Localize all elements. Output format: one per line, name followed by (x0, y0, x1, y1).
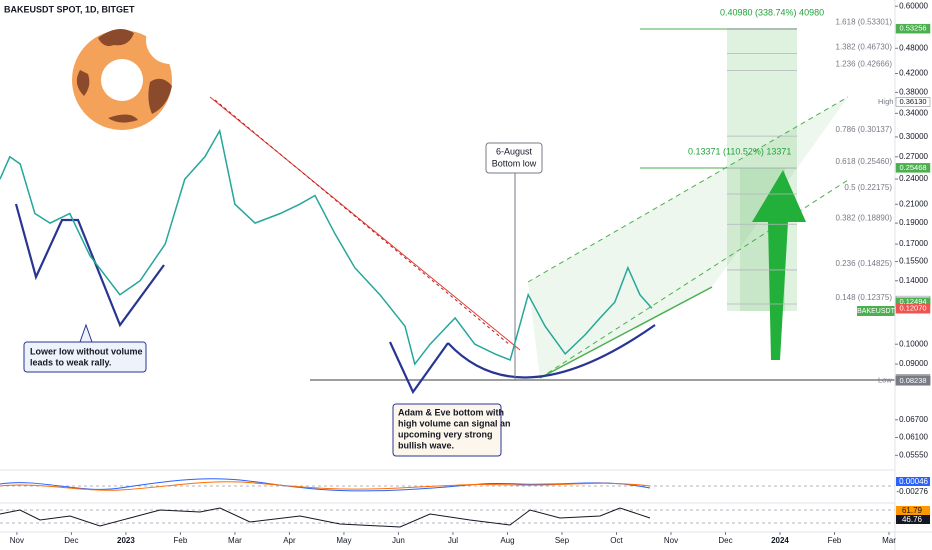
y-tick-label: 0.34000 (899, 108, 928, 117)
y-tick-label: 0.60000 (899, 1, 928, 10)
callout-text: upcoming very strong (398, 429, 493, 439)
fib-label: 0.382 (0.18890) (836, 213, 893, 222)
measure-label: 0.13371 (110.52%) 13371 (688, 146, 791, 156)
x-tick-label: Apr (283, 536, 296, 545)
pattern (389, 341, 449, 395)
channel-line (539, 179, 849, 379)
y-tick-label: 0.05550 (899, 450, 928, 459)
x-tick-label: 2024 (771, 536, 789, 545)
callout-text: leads to weak rally. (30, 357, 111, 367)
y-tick-label: 0.38000 (899, 87, 928, 96)
x-tick-label: Jun (392, 536, 405, 545)
channel-line (527, 96, 849, 283)
y-tick-label: 0.14000 (899, 276, 928, 285)
fib-label: 1.618 (0.53301) (836, 18, 893, 27)
x-tick-label: Nov (664, 536, 678, 545)
y-tick-label: 0.10000 (899, 339, 928, 348)
price-label: 0.53256 (899, 24, 926, 33)
trend-line (214, 99, 511, 346)
y-tick-label: 0.21000 (899, 199, 928, 208)
rsi-line (0, 507, 651, 528)
x-tick-label: Jul (448, 536, 458, 545)
price-tag: Low (878, 376, 892, 385)
x-tick-label: Oct (610, 536, 623, 545)
price-label: 0.08238 (899, 376, 926, 385)
price-label: 0.12070 (899, 304, 926, 313)
callout-text: Bottom low (492, 158, 537, 168)
macd-line (0, 478, 651, 492)
symbol-tag-box (857, 306, 895, 316)
price-tag: High (878, 97, 893, 106)
y-tick-label: 0.09000 (899, 359, 928, 368)
x-tick-label: Dec (718, 536, 732, 545)
x-tick-label: 2023 (117, 536, 135, 545)
y-tick-label: 0.42000 (899, 69, 928, 78)
price-label-box (895, 303, 931, 314)
price-label-box (895, 163, 931, 173)
fib-label: 0.236 (0.14825) (836, 259, 893, 268)
logo (72, 16, 194, 130)
x-tick-label: Feb (828, 536, 842, 545)
y-tick-label: 0.48000 (899, 43, 928, 52)
indicator-label: 61.79 (902, 506, 923, 515)
channel (528, 97, 848, 378)
pattern (447, 324, 656, 379)
x-tick-label: Sep (555, 536, 570, 545)
callout-pointer (79, 323, 93, 343)
price-label: 0.36130 (899, 97, 926, 106)
indicator-label: 0.00046 (899, 477, 928, 486)
indicator-label-box (896, 515, 930, 524)
fib-label: 0.786 (0.30137) (836, 125, 893, 134)
indicator-label-box (896, 506, 930, 515)
x-tick-label: May (336, 536, 351, 545)
measure-label: 0.40980 (338.74%) 40980 (720, 7, 824, 17)
callout-text: 6-August (496, 146, 533, 156)
callout-text: high volume can signal an (398, 418, 511, 428)
y-tick-label: 0.15500 (899, 257, 928, 266)
x-tick-label: Mar (882, 536, 896, 545)
callout-box (23, 341, 147, 373)
x-tick-label: Feb (174, 536, 188, 545)
callout-box (485, 142, 543, 174)
callout-text: bullish wave. (398, 440, 454, 450)
price-label: 0.25468 (899, 163, 926, 172)
indicator-label: 46.76 (902, 515, 923, 524)
fib-label: 1.382 (0.46730) (836, 42, 893, 51)
fib-label: 0.148 (0.12375) (836, 293, 893, 302)
y-tick-label: 0.17000 (899, 239, 928, 248)
fib-label: 0.618 (0.25460) (836, 157, 893, 166)
fib-label: 0.5 (0.22175) (844, 183, 892, 192)
trend-line (539, 286, 713, 379)
price-label-box (895, 376, 931, 386)
x-tick-label: Aug (500, 536, 514, 545)
symbol-title: BAKEUSDT SPOT, 1D, BITGET (4, 4, 135, 14)
y-tick-label: 0.27000 (899, 152, 928, 161)
indicator-label: -0.00276 (896, 487, 928, 496)
price-label: 0.12494 (899, 297, 926, 306)
x-tick-label: Mar (228, 536, 242, 545)
callout-box (392, 403, 502, 457)
fib-label: 1.236 (0.42666) (836, 60, 893, 69)
signal-line (0, 481, 651, 491)
y-tick-label: 0.19000 (899, 218, 928, 227)
symbol-tag: BAKEUSDT (857, 308, 895, 315)
price-label-box (895, 97, 931, 107)
price-axis (895, 0, 932, 550)
x-tick-label: Nov (10, 536, 24, 545)
y-tick-label: 0.06700 (899, 415, 928, 424)
callout-text: Lower low without volume (30, 346, 143, 356)
y-tick-label: 0.06100 (899, 433, 928, 442)
price-line (0, 128, 653, 366)
y-tick-label: 0.24000 (899, 174, 928, 183)
indicator-label-box (896, 477, 930, 486)
up-arrow (752, 170, 806, 360)
callout-text: Adam & Eve bottom with (398, 407, 504, 417)
price-label-box (895, 23, 931, 34)
x-tick-label: Dec (64, 536, 78, 545)
pattern (14, 203, 165, 328)
y-tick-label: 0.30000 (899, 132, 928, 141)
